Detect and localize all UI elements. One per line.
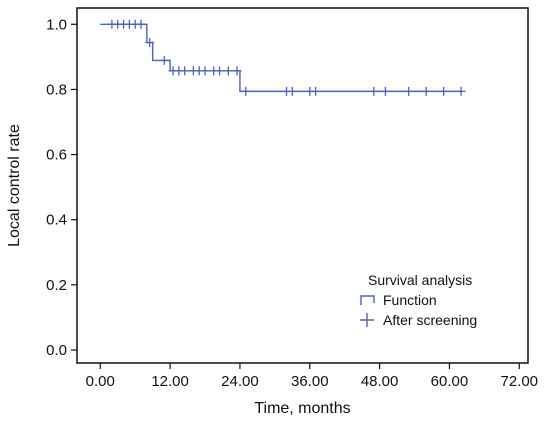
legend-title: Survival analysis [368, 272, 472, 288]
censor-mark [215, 66, 225, 76]
censor-mark [287, 86, 297, 96]
legend-entry-function: Function [383, 292, 437, 308]
legend-censor-symbol [360, 313, 374, 327]
y-tick-label: 0.2 [46, 277, 67, 294]
x-tick-label: 48.00 [361, 373, 399, 390]
censor-mark [145, 38, 155, 48]
censor-mark [311, 86, 321, 96]
series-layer [100, 19, 466, 96]
x-axis-title: Time, months [254, 400, 350, 417]
y-tick-label: 0.0 [46, 342, 67, 359]
legend-entry-after-screening: After screening [383, 312, 477, 328]
x-tick-label: 60.00 [431, 373, 469, 390]
censor-mark [180, 66, 190, 76]
y-tick-label: 0.4 [46, 212, 67, 229]
x-tick-label: 36.00 [291, 373, 329, 390]
censor-mark [136, 19, 146, 29]
censor-mark [404, 86, 414, 96]
censor-mark [380, 86, 390, 96]
censor-mark [200, 66, 210, 76]
plot-frame [76, 7, 529, 364]
y-tick-label: 0.8 [46, 81, 67, 98]
y-tick-label: 1.0 [46, 16, 67, 33]
censor-mark [223, 66, 233, 76]
censor-mark [241, 86, 251, 96]
y-tick-label: 0.6 [46, 147, 67, 164]
censor-mark [159, 55, 169, 65]
x-tick-label: 72.00 [500, 373, 538, 390]
legend: Survival analysis Function After screeni… [360, 272, 477, 328]
censor-mark [421, 86, 431, 96]
censor-mark [232, 66, 242, 76]
legend-step-symbol [360, 295, 375, 305]
x-tick-label: 0.00 [86, 373, 115, 390]
y-axis-ticks: 0.0 0.2 0.4 0.6 0.8 1.0 [46, 16, 77, 359]
survival-step-line [100, 23, 462, 93]
censor-mark [439, 86, 449, 96]
censor-mark [456, 86, 466, 96]
x-axis-ticks: 0.00 12.00 24.00 36.00 48.00 60.00 72.00 [86, 363, 538, 390]
x-tick-label: 12.00 [151, 373, 189, 390]
x-tick-label: 24.00 [221, 373, 259, 390]
y-axis-title: Local control rate [6, 124, 23, 247]
censor-mark [369, 86, 379, 96]
